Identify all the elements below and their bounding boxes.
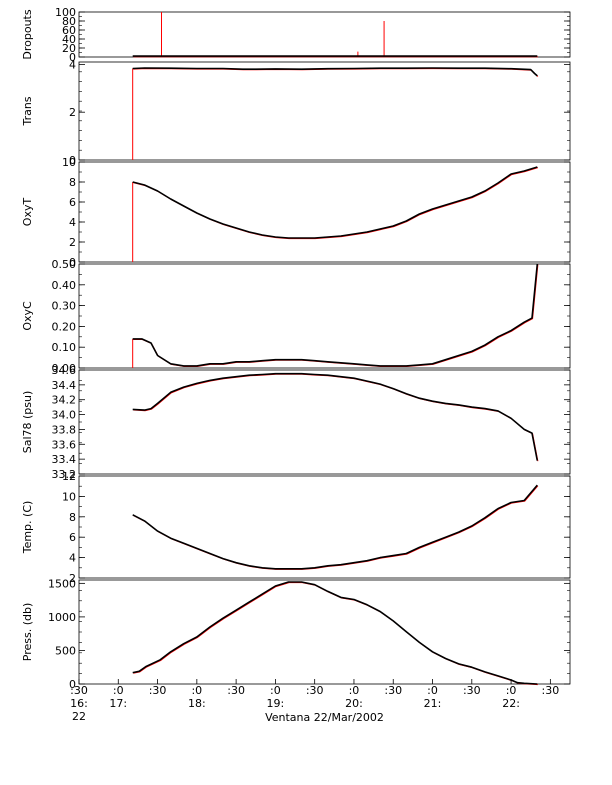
panel-frame <box>78 161 571 263</box>
x-tick-label: :0 <box>349 684 360 697</box>
panel-2 <box>78 61 571 161</box>
y-tick-label: 6 <box>69 196 76 209</box>
panel-3 <box>78 161 571 263</box>
panel-7 <box>78 579 571 686</box>
x-tick-label: 22 <box>72 710 86 723</box>
y-tick-label: 33.4 <box>52 453 77 466</box>
panel-frame <box>78 369 571 475</box>
y-tick-label: 60 <box>62 24 76 37</box>
x-tick-label: :0 <box>270 684 281 697</box>
x-tick-label: 22: <box>502 697 520 710</box>
y-tick-label: 0.20 <box>52 320 77 333</box>
x-tick-label: 17: <box>109 697 127 710</box>
y-tick-label: 33.8 <box>52 423 77 436</box>
y-tick-label: 0 <box>69 678 76 691</box>
y-tick-label: 8 <box>69 176 76 189</box>
series-line-red <box>133 68 539 77</box>
y-tick-label: 0.40 <box>52 279 77 292</box>
y-tick-label: 0.50 <box>52 258 77 271</box>
y-tick-label: 1000 <box>48 611 76 624</box>
y-tick-label: 34.4 <box>52 379 77 392</box>
x-tick-label: :0 <box>427 684 438 697</box>
y-tick-label: 100 <box>55 6 76 19</box>
x-tick-label: 20: <box>345 697 363 710</box>
x-tick-label: :30 <box>463 684 481 697</box>
x-tick-label: :0 <box>113 684 124 697</box>
series-line-red <box>133 485 539 570</box>
y-tick-label: 2 <box>69 106 76 119</box>
x-tick-label: :0 <box>191 684 202 697</box>
y-tick-label: 0.30 <box>52 300 77 313</box>
y-tick-label: 40 <box>62 33 76 46</box>
y-tick-label: 4 <box>69 552 76 565</box>
y-tick-label: 8 <box>69 511 76 524</box>
x-tick-label: 18: <box>188 697 206 710</box>
y-tick-label: 34.2 <box>52 394 77 407</box>
y-tick-label: 500 <box>55 644 76 657</box>
series-line <box>132 372 539 461</box>
y-axis-label: Trans <box>21 96 34 126</box>
x-tick-label: 16: <box>70 697 88 710</box>
y-axis-label: Dropouts <box>21 9 34 59</box>
series-line <box>132 484 538 570</box>
x-tick-label: :0 <box>506 684 517 697</box>
series-line-red <box>133 264 539 367</box>
y-tick-label: 80 <box>62 15 76 28</box>
y-tick-label: 10 <box>62 490 76 503</box>
x-tick-label: 21: <box>424 697 442 710</box>
y-tick-label: 0.00 <box>52 362 77 375</box>
y-tick-label: 2 <box>69 236 76 249</box>
y-axis-label: Temp. (C) <box>21 501 34 555</box>
y-tick-label: 4 <box>69 58 76 71</box>
y-tick-label: 34.6 <box>52 364 77 377</box>
x-tick-label: :30 <box>306 684 324 697</box>
x-axis-label: Ventana 22/Mar/2002 <box>265 711 384 724</box>
y-tick-label: 1500 <box>48 577 76 590</box>
y-axis-label: Sal78 (psu) <box>21 391 34 454</box>
panel-frame <box>78 61 571 161</box>
x-tick-label: :30 <box>542 684 560 697</box>
panel-4 <box>78 263 571 369</box>
panel-5 <box>78 369 571 475</box>
series-line-red <box>133 373 539 462</box>
y-tick-label: 4 <box>69 216 76 229</box>
y-tick-label: 2 <box>69 572 76 585</box>
y-axis-label: OxyT <box>21 198 34 227</box>
x-tick-label: :30 <box>149 684 167 697</box>
series-line <box>132 166 538 239</box>
y-tick-label: 0 <box>69 154 76 167</box>
panel-frame <box>78 263 571 369</box>
y-tick-label: 10 <box>62 156 76 169</box>
panel-frame <box>78 11 571 58</box>
x-tick-label: 19: <box>267 697 285 710</box>
y-tick-label: 0 <box>69 256 76 269</box>
y-axis-label: Press. (db) <box>21 603 34 662</box>
x-tick-label: :30 <box>227 684 245 697</box>
panel-1 <box>78 11 571 58</box>
series-line <box>132 67 538 77</box>
y-tick-label: 33.6 <box>52 438 77 451</box>
panel-frame <box>78 579 571 685</box>
x-tick-label: :30 <box>70 684 88 697</box>
y-tick-label: 0 <box>69 51 76 64</box>
y-tick-label: 12 <box>62 470 76 483</box>
series-line-red <box>133 167 539 240</box>
panel-6 <box>78 475 571 579</box>
y-tick-label: 20 <box>62 42 76 55</box>
y-tick-label: 33.2 <box>52 468 77 481</box>
y-axis-label: OxyC <box>21 301 34 331</box>
y-tick-label: 0.10 <box>52 341 77 354</box>
y-tick-label: 34.0 <box>52 409 77 422</box>
series-line <box>132 263 539 367</box>
x-tick-label: :30 <box>384 684 402 697</box>
series-line <box>132 581 538 685</box>
y-tick-label: 6 <box>69 531 76 544</box>
